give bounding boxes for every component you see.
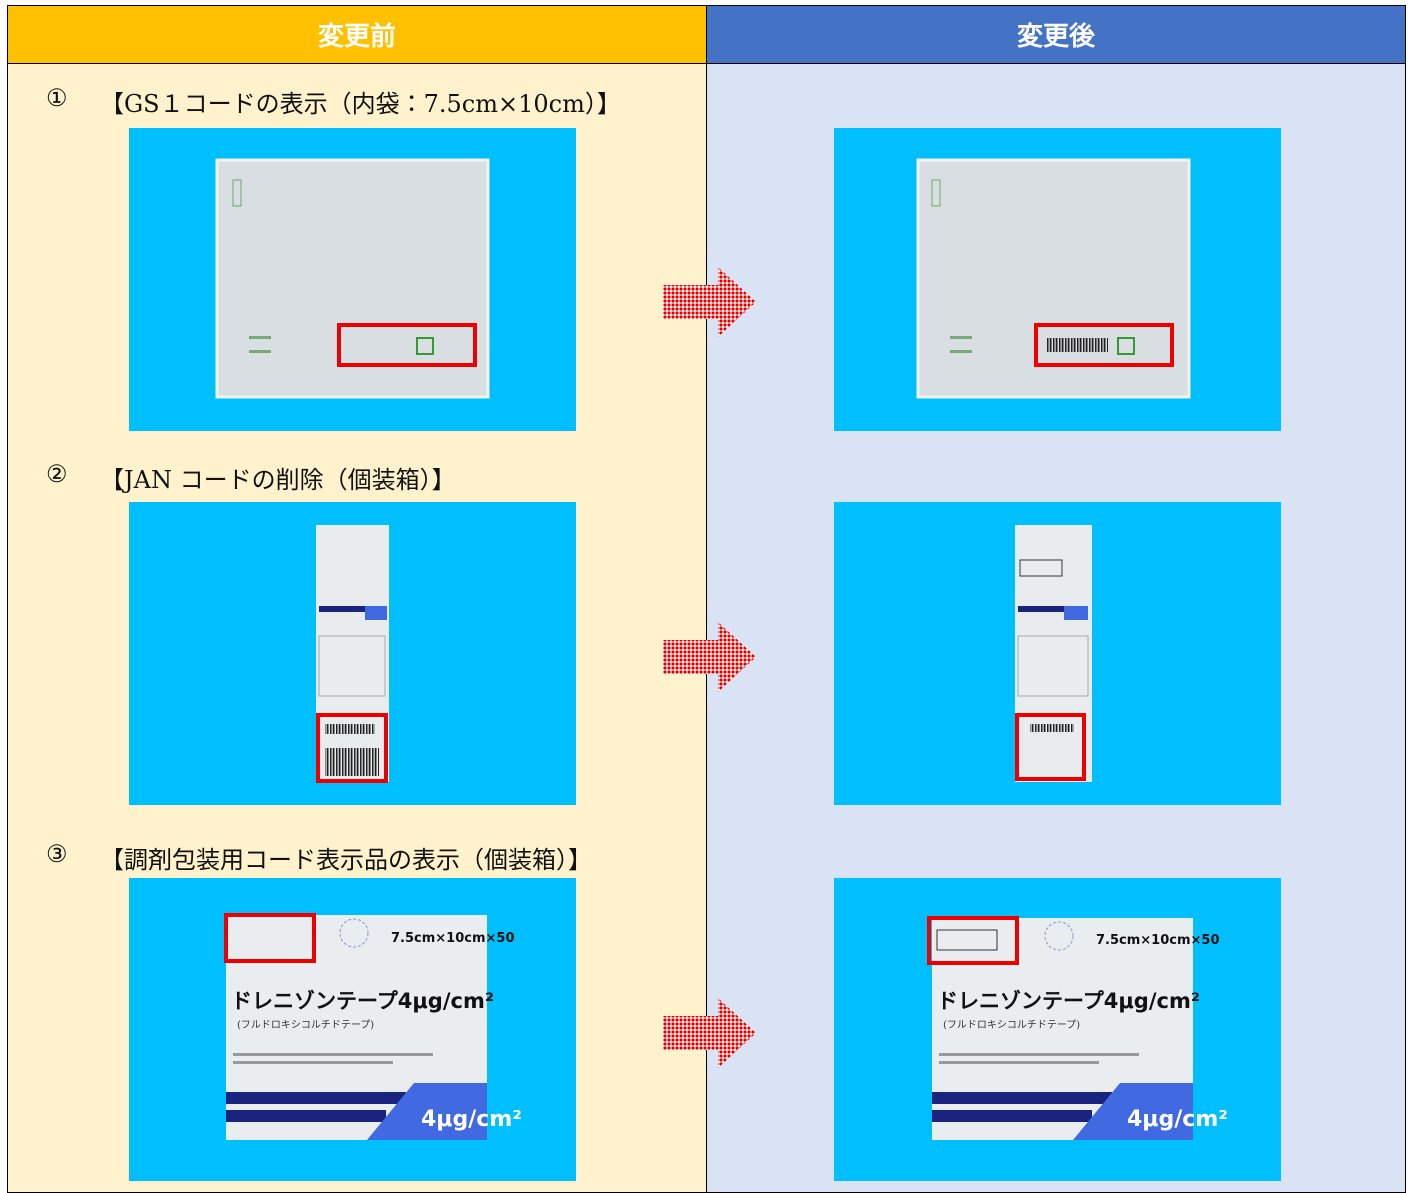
package-generic: (フルドロキシコルチドテープ) <box>943 1019 1080 1031</box>
package-generic: (フルドロキシコルチドテープ) <box>237 1019 374 1031</box>
package-size: 7.5cm×10cm×50 <box>1096 933 1220 948</box>
header-after: 変更後 <box>706 5 1406 64</box>
section-label: 【GS１コードの表示（内袋：7.5cm×10cm）】 <box>100 90 621 118</box>
section-label: 【調剤包装用コード表示品の表示（個装箱）】 <box>100 846 592 874</box>
arrow <box>663 267 756 337</box>
section-number: ② <box>46 460 68 488</box>
header-before: 変更前 <box>7 5 707 64</box>
package-product: ドレニゾンテープ4μg/cm² <box>231 989 494 1013</box>
package-product: ドレニゾンテープ4μg/cm² <box>937 989 1200 1013</box>
section-label: 【JAN コードの削除（個装箱）】 <box>100 466 456 494</box>
package-strength: 4μg/cm² <box>1127 1107 1228 1132</box>
pouch-before <box>129 128 576 431</box>
section-number: ① <box>46 84 68 112</box>
section-number: ③ <box>46 840 68 868</box>
package-size: 7.5cm×10cm×50 <box>391 931 515 946</box>
package-strength: 4μg/cm² <box>421 1107 522 1132</box>
box-before <box>129 502 576 805</box>
carton-before: 7.5cm×10cm×50 ドレニゾンテープ4μg/cm² (フルドロキシコルチ… <box>129 878 576 1181</box>
arrow <box>663 622 756 692</box>
arrow <box>663 998 756 1068</box>
box-after <box>834 502 1281 805</box>
carton-after: 7.5cm×10cm×50 ドレニゾンテープ4μg/cm² (フルドロキシコルチ… <box>834 878 1281 1181</box>
pouch-after <box>834 128 1281 431</box>
